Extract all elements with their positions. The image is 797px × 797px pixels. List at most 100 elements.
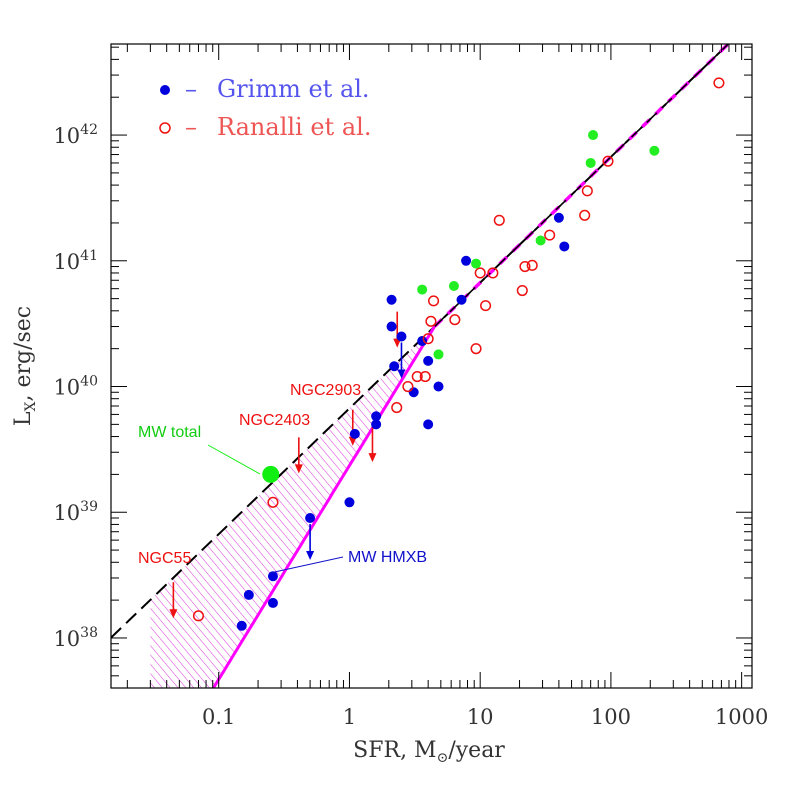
ranalli-point: [516, 284, 528, 297]
legend-grimm-label: Grimm et al.: [217, 75, 370, 103]
ranalli-point: [192, 610, 205, 622]
ranalli-point: [470, 343, 482, 355]
x-axis-title-sub: ⊙: [437, 750, 449, 766]
nonlinear-regime-band: [150, 326, 435, 688]
ranalli-point: [480, 300, 492, 312]
annotations: NGC55 NGC2403 NGC2903 MW total MW HMXB: [138, 382, 427, 574]
grimm-point: [267, 597, 278, 608]
data-markers: [169, 77, 725, 631]
upper-limit-arrowhead: [306, 550, 315, 560]
legend-ranalli-dash: –: [185, 113, 197, 141]
ranalli-point: [419, 371, 431, 383]
plot-frame: [110, 43, 753, 689]
svg-text:LX, erg/sec: LX, erg/sec: [11, 306, 39, 426]
grimm-point: [461, 255, 472, 266]
ranalli-point: [391, 402, 403, 414]
ranalli-point: [474, 267, 486, 279]
grimm-point: [344, 497, 355, 508]
annotation-mw-total: MW total: [138, 424, 201, 441]
grimm-point: [553, 212, 564, 223]
nonlinear-relation-line: [211, 325, 437, 688]
mw-hmxb-pointer: [269, 556, 344, 574]
green-point: [649, 145, 660, 156]
ranalli-point: [402, 380, 414, 393]
annotation-ngc2403: NGC2403: [239, 412, 310, 429]
green-point: [471, 258, 482, 269]
ranalli-point: [581, 185, 593, 197]
x-axis-title-main: SFR, M: [353, 738, 436, 763]
x-axis-title: SFR, M⊙/year: [353, 738, 505, 766]
y-tick-label: 1038: [53, 625, 98, 651]
legend-grimm-marker: [160, 85, 170, 95]
y-axis-title: LX, erg/sec: [11, 306, 39, 426]
green-point: [448, 281, 459, 292]
grimm-point: [243, 589, 254, 600]
green-point: [433, 349, 444, 360]
ranalli-point: [713, 77, 725, 89]
grimm-point: [417, 336, 428, 347]
green-point: [535, 235, 546, 246]
grimm-point: [456, 294, 467, 305]
grimm-point: [423, 355, 434, 366]
y-axis-title-main: L: [11, 411, 36, 426]
svg-text:SFR, M⊙/year: SFR, M⊙/year: [353, 738, 505, 766]
grimm-point: [267, 571, 278, 582]
ranalli-point: [544, 229, 556, 241]
ranalli-point: [526, 259, 538, 271]
plot-area: [111, 44, 731, 688]
annotation-ngc55: NGC55: [138, 550, 191, 567]
x-tick-label: 0.1: [202, 705, 235, 729]
legend: – Grimm et al. – Ranalli et al.: [159, 75, 371, 141]
grimm-point: [389, 361, 400, 372]
annotation-ngc2903: NGC2903: [290, 382, 361, 399]
ranalli-point: [493, 214, 505, 226]
grimm-point: [408, 387, 419, 398]
axes: 0.1 1 10 100 1000 1038 1039 1040 1041 1042: [53, 43, 768, 729]
y-tick-label: 1040: [53, 374, 98, 400]
grimm-point: [349, 428, 360, 439]
upper-limit-arrowhead: [169, 609, 178, 619]
green-point: [417, 284, 428, 295]
y-tick-label: 1042: [53, 122, 98, 148]
grimm-point: [305, 512, 316, 523]
grimm-point: [559, 241, 570, 252]
green-point: [588, 130, 599, 141]
y-tick-label: 1039: [53, 499, 98, 525]
upper-limit-arrowhead: [294, 464, 303, 474]
y-axis-title-sub: X: [23, 402, 39, 412]
legend-ranalli-marker: [159, 122, 171, 134]
ranalli-point: [519, 260, 531, 273]
grimm-point: [371, 419, 382, 430]
grimm-point: [433, 381, 444, 392]
upper-limit-arrowhead: [397, 369, 406, 379]
green-point: [585, 157, 596, 168]
high-sfr-linear-line: [434, 44, 730, 327]
grimm-point: [236, 620, 247, 631]
x-tick-label: 1000: [715, 705, 768, 729]
x-tick-label: 10: [467, 705, 494, 729]
ranalli-point: [602, 155, 614, 167]
upper-limit-arrowhead: [368, 453, 377, 463]
grimm-point: [386, 294, 397, 305]
annotation-mw-hmxb: MW HMXB: [348, 549, 427, 566]
ranalli-point: [267, 496, 279, 508]
mw-total-pointer: [207, 444, 261, 475]
x-axis-title-tail: /year: [448, 738, 505, 763]
y-tick-label: 1041: [53, 248, 98, 274]
ranalli-point: [425, 315, 437, 327]
x-tick-label: 1: [343, 705, 356, 729]
grimm-point: [386, 321, 397, 332]
ranalli-point: [422, 333, 434, 345]
ranalli-point: [579, 209, 591, 221]
ranalli-point: [411, 371, 423, 383]
y-axis-title-tail: , erg/sec: [11, 306, 36, 402]
x-tick-label: 100: [591, 705, 631, 729]
grimm-point: [371, 411, 382, 422]
legend-grimm-dash: –: [185, 75, 197, 103]
mw-total-point: [262, 465, 280, 483]
ranalli-point: [487, 267, 499, 279]
grimm-point: [423, 419, 434, 430]
ranalli-point: [428, 295, 440, 307]
grimm-point: [396, 331, 407, 342]
